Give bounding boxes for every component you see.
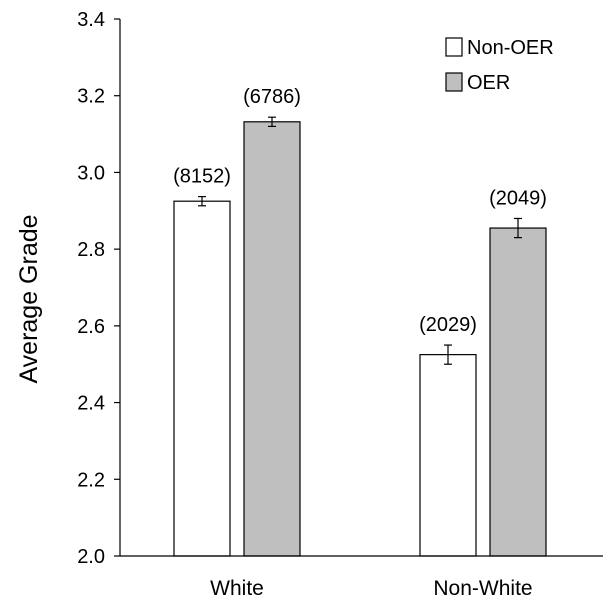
legend-label: OER	[467, 72, 510, 94]
sample-size-label: (2029)	[419, 314, 477, 336]
sample-size-label: (2049)	[489, 187, 547, 209]
legend-swatch	[445, 37, 463, 57]
y-ticks-layer: 2.0 2.2 2.4 2.6 2.8 3.0 3.2 3.4	[77, 9, 120, 568]
y-tick-label: 2.2	[77, 469, 105, 491]
legend: Non-OER OER	[445, 37, 554, 94]
y-tick-label: 2.4	[77, 393, 105, 415]
axes-layer	[119, 19, 603, 557]
y-tick-label: 3.4	[77, 9, 105, 31]
category-labels-layer: White Non-White	[210, 577, 532, 600]
bar-non-oer-white	[173, 200, 231, 557]
y-tick-label: 2.0	[77, 546, 105, 568]
x-category-label: White	[210, 577, 264, 600]
bar-non-oer-non-white	[419, 354, 477, 557]
x-category-label: Non-White	[433, 577, 532, 600]
sample-size-label: (8152)	[173, 166, 231, 188]
bars-layer	[173, 116, 547, 557]
data-labels-layer: (8152) (2029) (6786) (2049)	[173, 86, 547, 336]
y-tick-label: 3.0	[77, 162, 105, 184]
sample-size-label: (6786)	[243, 86, 301, 108]
bar-oer-white	[243, 121, 301, 557]
y-tick-label: 2.8	[77, 239, 105, 261]
y-axis-title: Average Grade	[15, 214, 43, 383]
legend-swatch	[445, 72, 463, 92]
legend-label: Non-OER	[467, 37, 554, 59]
bar-oer-non-white	[489, 227, 547, 557]
y-tick-label: 2.6	[77, 316, 105, 338]
y-tick-label: 3.2	[77, 86, 105, 108]
